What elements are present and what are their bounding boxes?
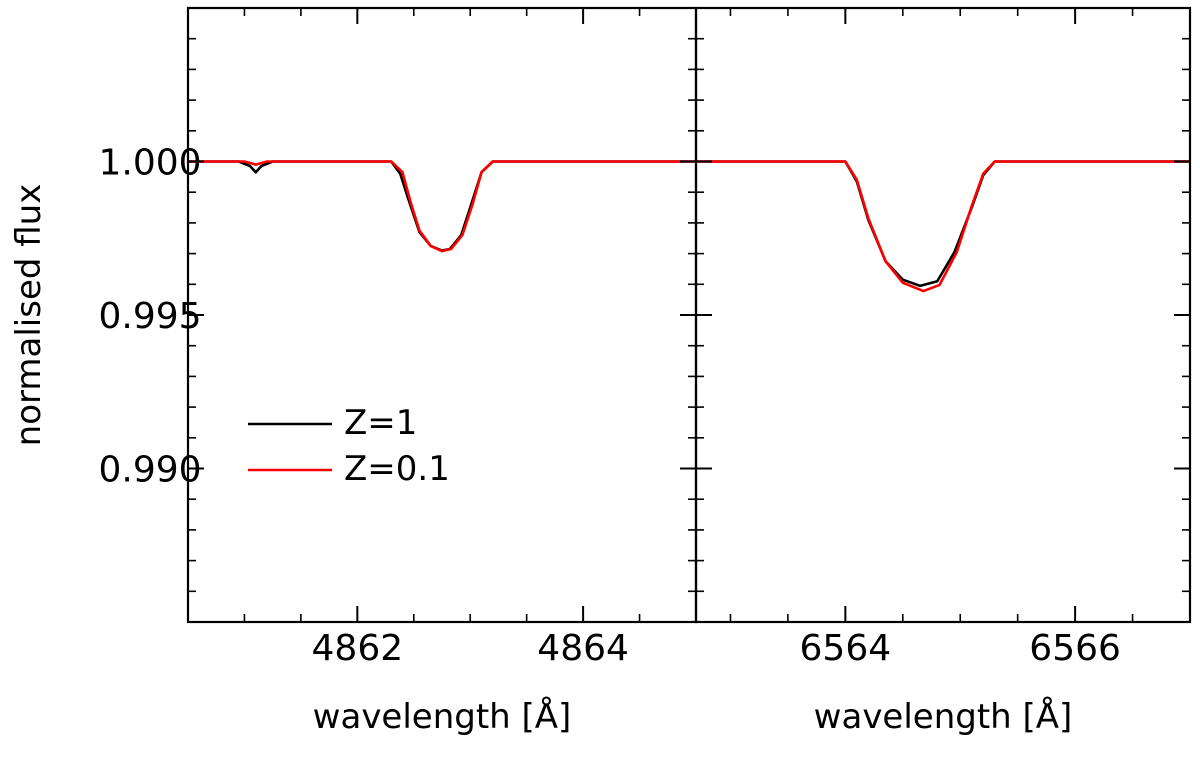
panel-1: 4862 4864 wavelength [Å] [186, 6, 698, 737]
y-axis-label: normalised flux [9, 184, 49, 447]
panel-2-frame [694, 6, 1192, 624]
legend: Z=1 Z=0.1 [248, 403, 450, 489]
x-tick-label: 4862 [312, 628, 404, 669]
x-tick-label: 4864 [537, 628, 629, 669]
x-tick-label: 6564 [800, 628, 892, 669]
series-line-panel1-z01 [188, 160, 696, 253]
y-tick-label: 0.990 [98, 450, 201, 491]
series-line-panel2-z1 [696, 160, 1190, 288]
panel-2: 6564 6566 wavelength [Å] [694, 6, 1192, 737]
x-tick-label: 6566 [1029, 628, 1121, 669]
x-axis-label-panel-1: wavelength [Å] [313, 696, 572, 737]
y-tick-label: 1.000 [98, 143, 201, 184]
panels-layer: 4862 4864 wavelength [Å] 6564 6566 wavelength… [98, 6, 1192, 737]
x-axis-label-panel-2: wavelength [Å] [814, 696, 1073, 737]
y-tick-label: 0.995 [98, 296, 201, 337]
legend-label-z1: Z=1 [344, 403, 417, 443]
series-line-panel1-z1 [188, 160, 696, 252]
legend-label-z01: Z=0.1 [344, 449, 450, 489]
series-line-panel2-z01 [696, 160, 1190, 293]
panel-1-frame [186, 6, 698, 624]
